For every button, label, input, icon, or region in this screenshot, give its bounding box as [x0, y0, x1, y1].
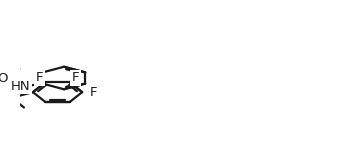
- Text: HN: HN: [11, 80, 30, 93]
- Text: F: F: [90, 86, 97, 99]
- Text: F: F: [36, 71, 43, 84]
- Text: O: O: [0, 72, 7, 85]
- Text: F: F: [72, 71, 79, 84]
